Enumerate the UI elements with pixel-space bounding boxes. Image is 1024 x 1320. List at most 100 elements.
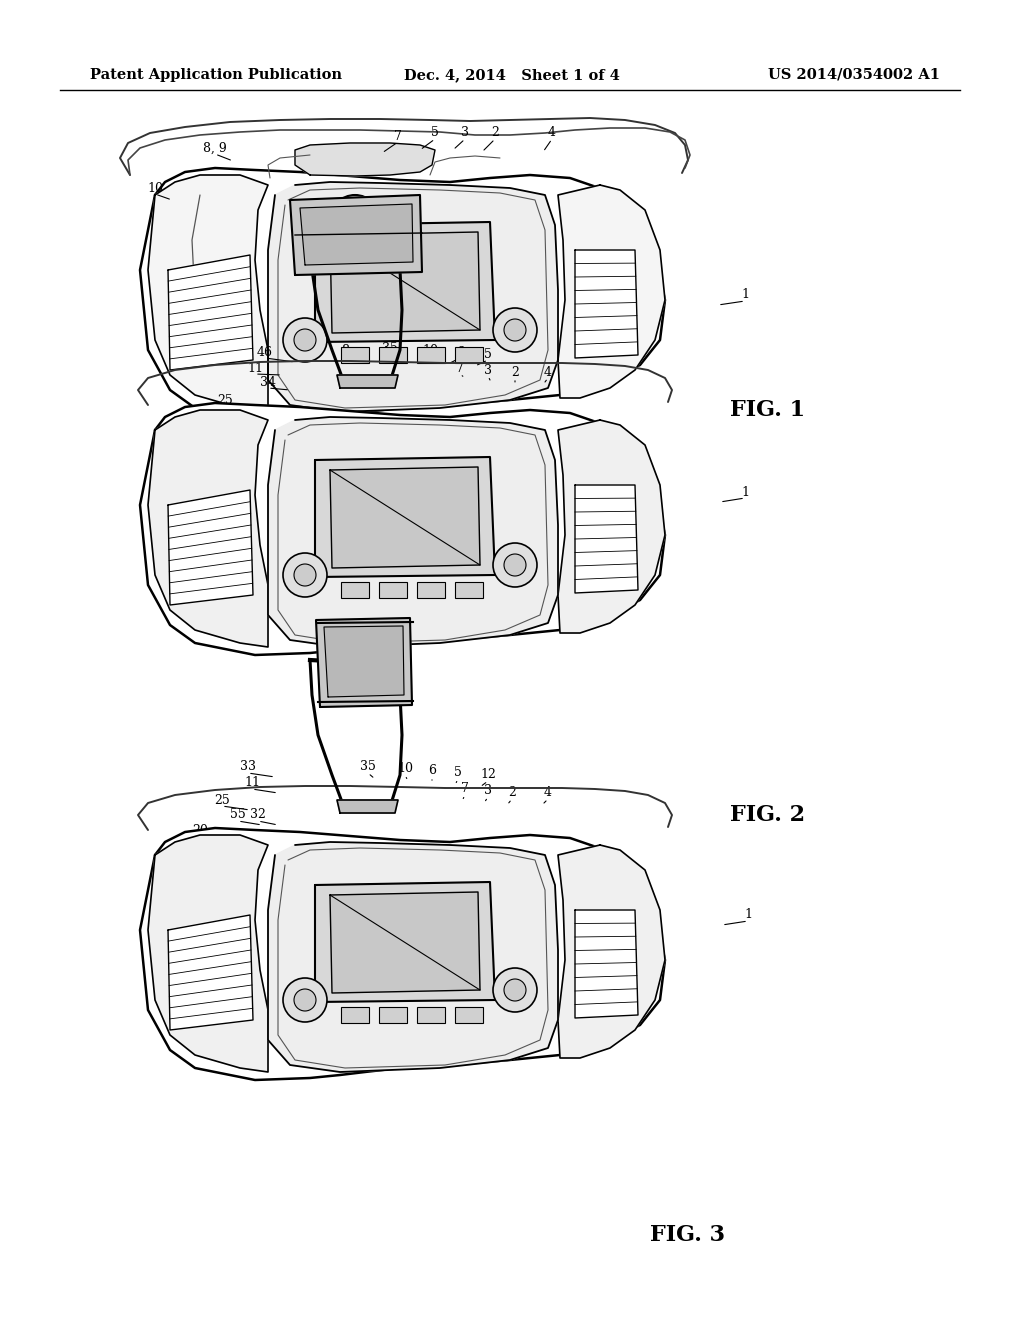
Circle shape (504, 554, 526, 576)
Polygon shape (268, 417, 558, 647)
Text: 33: 33 (240, 760, 256, 774)
Bar (417, 1007, 445, 1023)
Text: 2: 2 (511, 366, 519, 379)
Text: 6: 6 (428, 764, 436, 777)
Text: Patent Application Publication: Patent Application Publication (90, 69, 342, 82)
Polygon shape (268, 182, 558, 412)
Text: 34: 34 (260, 375, 276, 388)
Circle shape (493, 968, 537, 1012)
Polygon shape (315, 222, 495, 342)
Polygon shape (140, 168, 665, 420)
Circle shape (504, 319, 526, 341)
Text: 10: 10 (422, 343, 438, 356)
Text: 1: 1 (741, 486, 749, 499)
Text: 3: 3 (461, 127, 469, 140)
Bar (417, 582, 445, 598)
Circle shape (330, 195, 380, 246)
Text: 5: 5 (484, 347, 492, 360)
Bar (455, 582, 483, 598)
Text: 25: 25 (214, 793, 229, 807)
Polygon shape (148, 176, 268, 412)
Polygon shape (168, 915, 253, 1030)
Circle shape (283, 978, 327, 1022)
Text: 4: 4 (544, 787, 552, 800)
Bar (417, 347, 445, 363)
Polygon shape (558, 845, 665, 1059)
Polygon shape (330, 892, 480, 993)
Text: 46: 46 (257, 346, 273, 359)
Text: 20: 20 (193, 824, 208, 837)
Circle shape (294, 989, 316, 1011)
Text: 4: 4 (544, 366, 552, 379)
Text: 32: 32 (247, 425, 263, 438)
Text: 6: 6 (456, 346, 464, 359)
Text: 35: 35 (382, 342, 398, 355)
Bar (455, 1007, 483, 1023)
Text: 8, 9: 8, 9 (203, 141, 227, 154)
Polygon shape (168, 255, 253, 370)
Text: FIG. 3: FIG. 3 (650, 1224, 725, 1246)
Text: FIG. 1: FIG. 1 (730, 399, 805, 421)
Circle shape (330, 620, 380, 671)
Polygon shape (315, 457, 495, 577)
Polygon shape (148, 836, 268, 1072)
Text: 3: 3 (484, 363, 492, 376)
Polygon shape (575, 909, 638, 1018)
Bar (379, 1007, 407, 1023)
Circle shape (283, 553, 327, 597)
Polygon shape (575, 249, 638, 358)
Polygon shape (330, 232, 480, 333)
Bar (341, 1007, 369, 1023)
Text: 1: 1 (741, 289, 749, 301)
Polygon shape (268, 842, 558, 1072)
Text: 11: 11 (247, 362, 263, 375)
Text: 25: 25 (217, 393, 232, 407)
Circle shape (493, 308, 537, 352)
Circle shape (493, 543, 537, 587)
Text: 9: 9 (234, 408, 242, 421)
Text: 42: 42 (650, 524, 666, 536)
Bar (455, 347, 483, 363)
Text: 10: 10 (147, 181, 163, 194)
Text: 7: 7 (456, 362, 464, 375)
Polygon shape (558, 420, 665, 634)
Text: 4: 4 (548, 127, 556, 140)
Bar (379, 347, 407, 363)
Polygon shape (300, 205, 413, 265)
Text: 5: 5 (454, 767, 462, 780)
Text: 7: 7 (394, 129, 402, 143)
Circle shape (294, 564, 316, 586)
Polygon shape (140, 403, 665, 655)
Text: 2: 2 (492, 127, 499, 140)
Text: 42: 42 (650, 946, 666, 960)
Text: 5: 5 (431, 127, 439, 140)
Polygon shape (140, 828, 665, 1080)
Polygon shape (324, 626, 404, 697)
Polygon shape (337, 375, 398, 388)
Text: 8: 8 (341, 343, 349, 356)
Bar (341, 347, 369, 363)
Text: 12: 12 (480, 768, 496, 781)
Polygon shape (315, 882, 495, 1002)
Polygon shape (295, 143, 435, 176)
Circle shape (294, 329, 316, 351)
Polygon shape (337, 800, 398, 813)
Text: 10: 10 (397, 763, 413, 776)
Polygon shape (330, 467, 480, 568)
Text: 20: 20 (193, 441, 208, 454)
Text: 2: 2 (508, 787, 516, 800)
Bar (379, 582, 407, 598)
Bar (341, 582, 369, 598)
Text: 55: 55 (230, 808, 246, 821)
Polygon shape (558, 185, 665, 399)
Text: 3: 3 (484, 784, 492, 797)
Circle shape (504, 979, 526, 1001)
Text: 32: 32 (250, 808, 266, 821)
Text: 1: 1 (744, 908, 752, 921)
Polygon shape (575, 484, 638, 593)
Text: Dec. 4, 2014   Sheet 1 of 4: Dec. 4, 2014 Sheet 1 of 4 (404, 69, 620, 82)
Polygon shape (290, 195, 422, 275)
Polygon shape (168, 490, 253, 605)
Polygon shape (148, 411, 268, 647)
Circle shape (283, 318, 327, 362)
